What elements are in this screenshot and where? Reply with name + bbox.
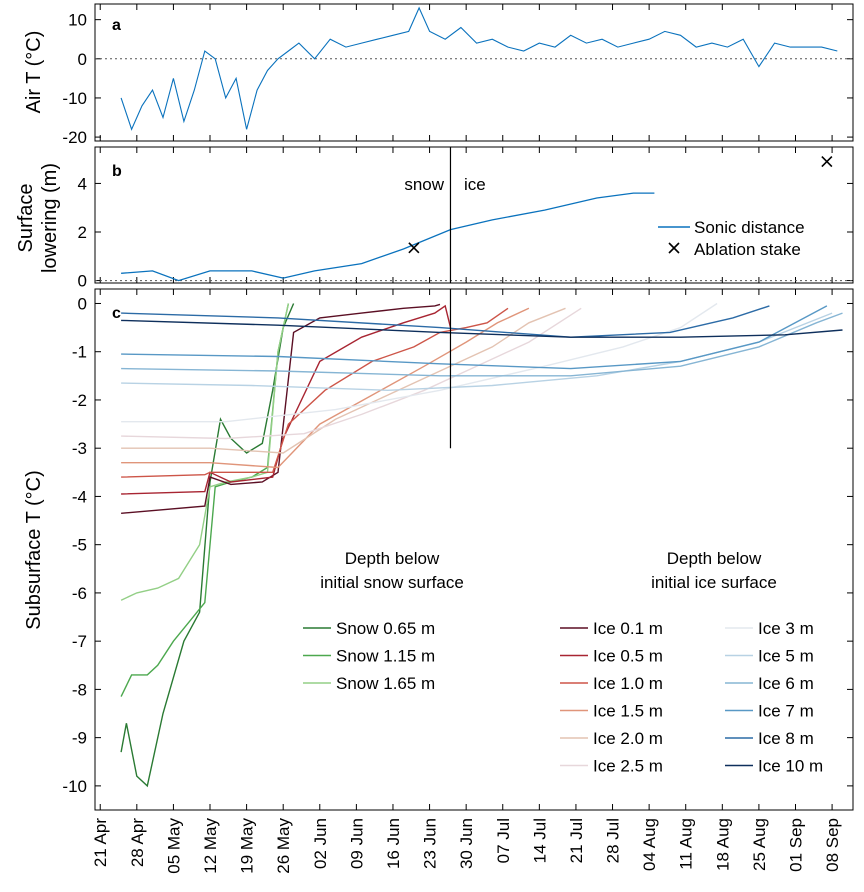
series-snow-1-15-m	[120, 303, 290, 697]
y-tick-label-c-5: -5	[72, 536, 87, 555]
panel-label-a: a	[112, 17, 121, 34]
x-tick-label-17: 18 Aug	[713, 818, 732, 871]
series-ice-2-5-m	[121, 307, 582, 440]
legend-ice-label-7: Ice 5 m	[758, 647, 814, 666]
panel-c-subsurface-temperature: c Subsurface T (°C) 0 -1 -2 -3 -4 -5 -6 -7 -8 -9 -…	[23, 288, 854, 811]
x-tick-label-18: 25 Aug	[750, 818, 769, 871]
x-tick-label-19: 01 Sep	[786, 818, 805, 872]
y-tick-label-b-0: 4	[78, 174, 87, 193]
legend-ice-label-4: Ice 2.0 m	[593, 729, 663, 748]
x-tick-label-10: 30 Jun	[457, 818, 476, 869]
series-ice-6-m	[121, 312, 843, 377]
y-tick-label-a-1: 0	[78, 50, 87, 69]
y-tick-label-c-7: -7	[72, 632, 87, 651]
legend-snow: Depth below initial snow surface Snow 0.…	[303, 549, 464, 693]
x-tick-label-8: 16 Jun	[384, 818, 403, 869]
y-tick-label-a-3: -20	[62, 128, 87, 147]
legend-ice-label-11: Ice 10 m	[758, 757, 823, 776]
y-tick-label-a-2: -10	[62, 89, 87, 108]
series-ice-1-5-m	[121, 307, 530, 469]
series-snow-1-65-m	[120, 303, 290, 601]
panel-label-c: c	[112, 305, 121, 322]
legend-snow-label-1: Snow 1.15 m	[336, 647, 435, 666]
y-tick-label-c-1: -1	[72, 343, 87, 362]
y-tick-label-c-6: -6	[72, 584, 87, 603]
panel-label-b: b	[112, 163, 122, 180]
legend-ice-label-0: Ice 0.1 m	[593, 619, 663, 638]
legend-ice-label-3: Ice 1.5 m	[593, 702, 663, 721]
x-tick-label-12: 14 Jul	[530, 818, 549, 863]
x-tick-label-1: 28 Apr	[128, 818, 147, 867]
air-temperature-series	[120, 6, 838, 131]
y-tick-label-c-0: 0	[78, 294, 87, 313]
y-tick-label-c-10: -10	[62, 777, 87, 796]
x-tick-label-3: 12 May	[201, 818, 220, 874]
x-tick-label-11: 07 Jul	[494, 818, 513, 863]
legend-ice-label-8: Ice 6 m	[758, 674, 814, 693]
legend-ice-title-line1: Depth below	[667, 549, 762, 568]
panel-a-air-temperature: a Air T (°C) 10 0 -10 -20	[23, 3, 854, 147]
y-tick-label-a-0: 10	[68, 11, 87, 30]
legend-sonic-distance-label: Sonic distance	[694, 218, 805, 237]
legend-ice-label-9: Ice 7 m	[758, 702, 814, 721]
legend-ice-title-line2: initial ice surface	[651, 573, 777, 592]
y-tick-label-c-3: -3	[72, 439, 87, 458]
annotation-ice: ice	[464, 175, 486, 194]
x-tick-label-16: 11 Aug	[677, 818, 696, 870]
legend-ice-label-6: Ice 3 m	[758, 619, 814, 638]
legend-snow-label-2: Snow 1.65 m	[336, 674, 435, 693]
y-tick-label-c-2: -2	[72, 391, 87, 410]
series-ice-1-0-m	[121, 307, 509, 478]
x-tick-label-4: 19 May	[238, 818, 257, 874]
legend-ablation-stake-marker	[668, 242, 680, 254]
legend-ablation-stake-label: Ablation stake	[694, 240, 801, 259]
x-tick-label-0: 21 Apr	[91, 818, 110, 867]
y-axis-label-c: Subsurface T (°C)	[23, 470, 45, 630]
series-snow-0-65-m	[120, 303, 295, 788]
y-tick-label-b-1: 2	[78, 223, 87, 242]
x-axis-dates: 21 Apr 28 Apr 05 May 12 May 19 May 26 May 02 J…	[91, 818, 842, 874]
ablation-stake-point-1	[821, 156, 833, 168]
series-ice-0-1-m	[121, 303, 441, 514]
x-tick-label-5: 26 May	[274, 818, 293, 874]
x-tick-label-13: 21 Jul	[567, 818, 586, 863]
legend-snow-title-line2: initial snow surface	[320, 573, 464, 592]
legend-ice-label-2: Ice 1.0 m	[593, 674, 663, 693]
legend-snow-label-0: Snow 0.65 m	[336, 619, 435, 638]
legend-snow-title-line1: Depth below	[345, 549, 440, 568]
x-tick-label-7: 09 Jun	[347, 818, 366, 869]
panel-b-surface-lowering: b Surface lowering (m) 4 2 0 snow ice Soni…	[15, 146, 854, 291]
legend-ice: Depth below initial ice surface Ice 0.1 …	[560, 549, 823, 776]
x-tick-label-14: 28 Jul	[604, 818, 623, 863]
x-tick-label-9: 23 Jun	[421, 818, 440, 869]
sonic-distance-series	[121, 192, 655, 282]
series-ice-2-0-m	[121, 307, 566, 454]
legend-ice-label-10: Ice 8 m	[758, 729, 814, 748]
y-axis-label-b-line2: lowering (m)	[39, 163, 61, 273]
series-ice-7-m	[121, 305, 828, 370]
y-tick-label-c-4: -4	[72, 487, 87, 506]
legend-ice-label-1: Ice 0.5 m	[593, 647, 663, 666]
legend-b: Sonic distance Ablation stake	[658, 218, 805, 259]
series-ice-10-m	[121, 319, 843, 338]
x-tick-label-6: 02 Jun	[311, 818, 330, 869]
legend-ice-label-5: Ice 2.5 m	[593, 757, 663, 776]
y-axis-label-a: Air T (°C)	[23, 31, 45, 114]
x-tick-label-2: 05 May	[164, 818, 183, 874]
y-tick-label-c-8: -8	[72, 680, 87, 699]
y-tick-label-b-2: 0	[78, 272, 87, 291]
annotation-snow: snow	[404, 175, 444, 194]
ablation-stake-point-0	[408, 242, 420, 254]
y-axis-label-b-line1: Surface	[15, 184, 37, 253]
series-ice-0-5-m	[121, 304, 452, 495]
y-tick-label-c-9: -9	[72, 729, 87, 748]
x-tick-label-15: 04 Aug	[640, 818, 659, 871]
x-tick-label-20: 08 Sep	[823, 818, 842, 872]
series-ice-3-m	[121, 302, 718, 423]
